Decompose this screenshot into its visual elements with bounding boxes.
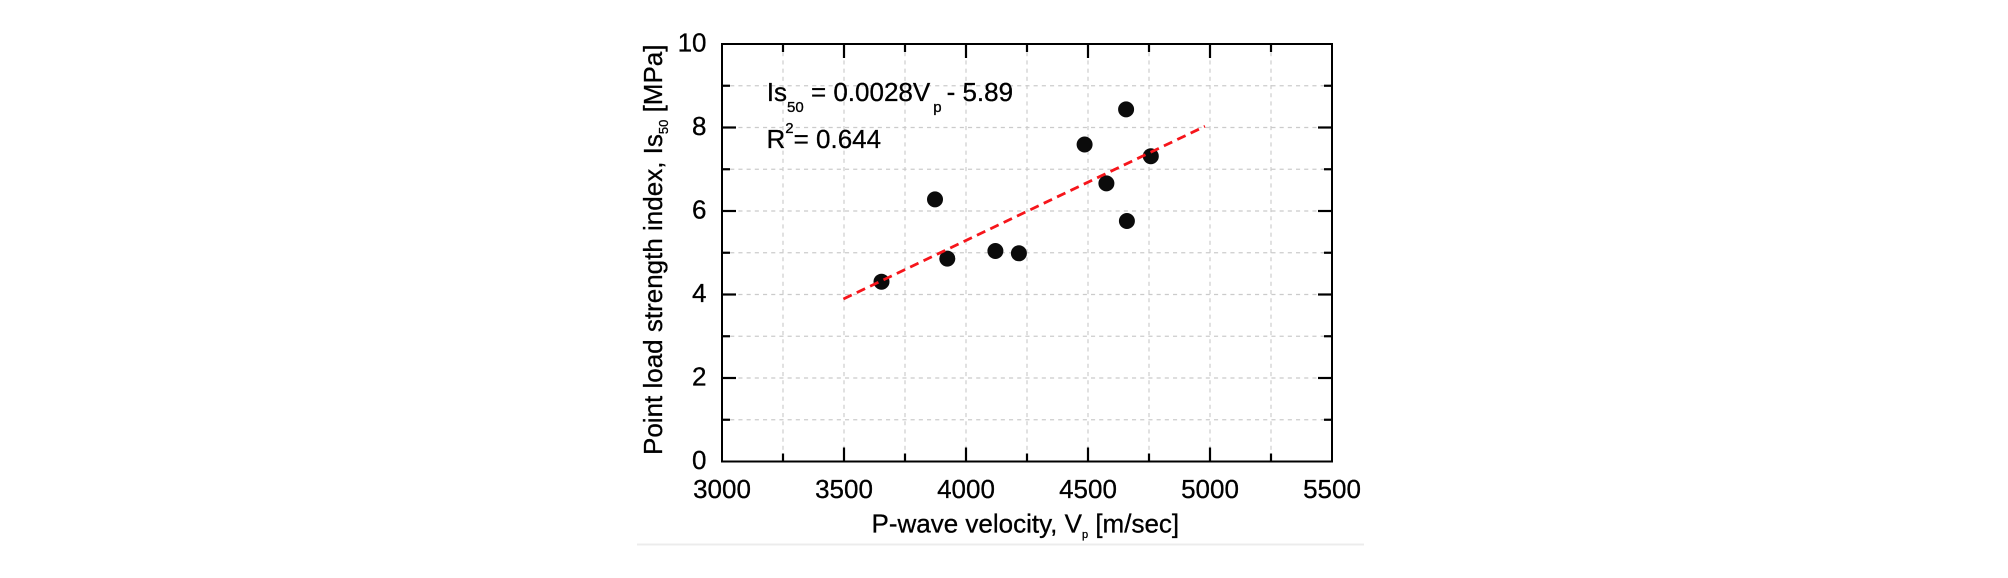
svg-text:6: 6 [692, 194, 706, 224]
svg-text:5500: 5500 [1303, 474, 1361, 504]
svg-text:P-wave velocity, Vp [m/sec]: P-wave velocity, Vp [m/sec] [872, 509, 1180, 542]
svg-text:3500: 3500 [815, 474, 873, 504]
svg-text:R2= 0.644: R2= 0.644 [767, 120, 882, 154]
svg-text:2: 2 [692, 361, 706, 391]
svg-text:5000: 5000 [1181, 474, 1239, 504]
svg-text:8: 8 [692, 111, 706, 141]
svg-text:Is50 = 0.0028Vp- 5.89: Is50 = 0.0028Vp- 5.89 [767, 77, 1013, 116]
svg-text:4000: 4000 [937, 474, 995, 504]
svg-text:4: 4 [692, 278, 706, 308]
svg-text:4500: 4500 [1059, 474, 1117, 504]
svg-text:0: 0 [692, 445, 706, 475]
svg-text:3000: 3000 [693, 474, 751, 504]
svg-text:10: 10 [678, 27, 707, 57]
svg-text:Point load strength index, Is5: Point load strength index, Is50 [MPa] [638, 45, 671, 455]
